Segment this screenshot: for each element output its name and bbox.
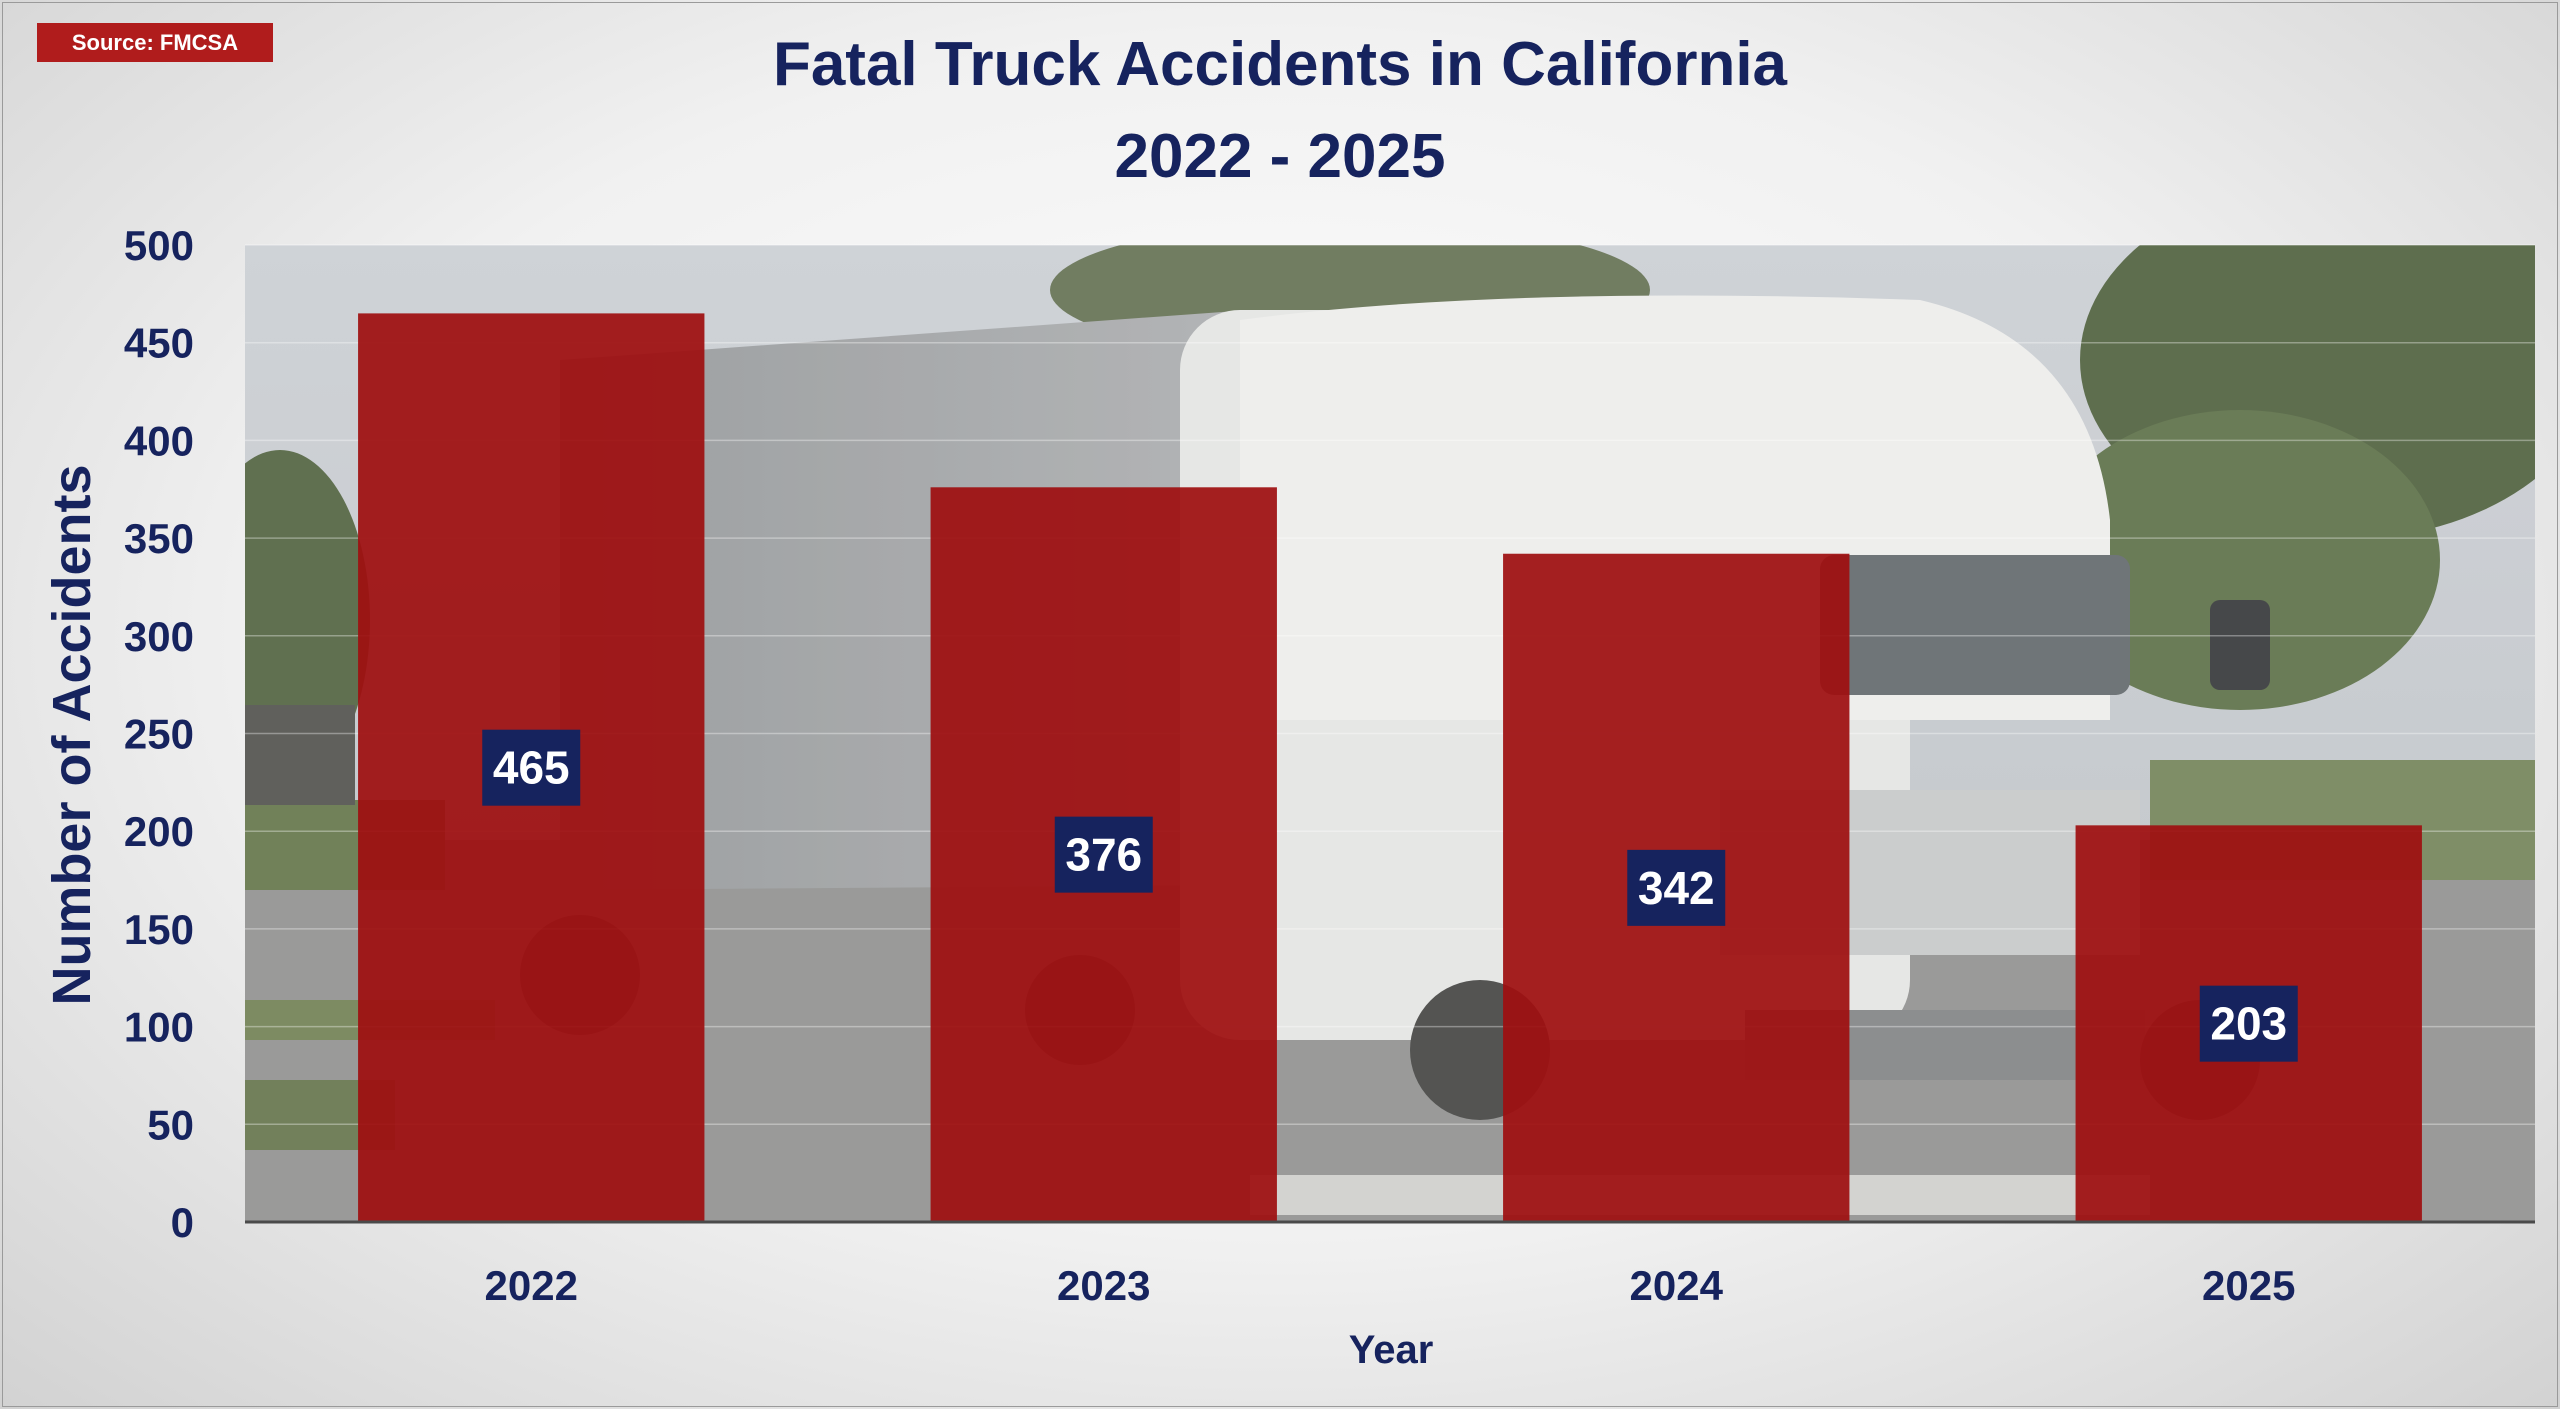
x-tick-label: 2024	[1630, 1262, 1724, 1309]
y-tick-label: 300	[124, 613, 194, 660]
y-tick-label: 350	[124, 515, 194, 562]
y-tick-labels: 0 50 100 150 200 250 300 350 400 450 500	[124, 222, 194, 1246]
y-tick-label: 100	[124, 1004, 194, 1051]
x-tick-label: 2022	[485, 1262, 578, 1309]
y-tick-label: 50	[147, 1101, 194, 1148]
chart-subtitle: 2022 - 2025	[1114, 122, 1446, 191]
data-label-box	[1054, 816, 1153, 893]
y-tick-label: 0	[171, 1199, 194, 1246]
data-label: 203	[2210, 998, 2287, 1050]
x-axis-label: Year	[1348, 1328, 1434, 1372]
y-tick-label: 450	[124, 320, 194, 367]
y-tick-label: 500	[124, 222, 194, 269]
y-tick-label: 200	[124, 808, 194, 855]
data-labels: 465 376 342 203	[482, 729, 2298, 1062]
source-badge: Source: FMCSA	[37, 23, 273, 62]
bars	[358, 313, 2422, 1222]
y-tick-label: 400	[124, 417, 194, 464]
data-label-box	[1627, 849, 1726, 926]
x-tick-label: 2025	[2202, 1262, 2295, 1309]
data-label-box	[482, 729, 581, 806]
chart-title: Fatal Truck Accidents in California	[772, 30, 1788, 99]
data-label: 342	[1638, 862, 1715, 914]
data-label: 376	[1065, 829, 1142, 881]
y-tick-label: 250	[124, 711, 194, 758]
data-label-box	[2199, 985, 2298, 1062]
data-label: 465	[493, 742, 570, 794]
y-tick-label: 150	[124, 906, 194, 953]
x-tick-label: 2023	[1057, 1262, 1150, 1309]
x-tick-labels: 2022 2023 2024 2025	[485, 1262, 2296, 1309]
